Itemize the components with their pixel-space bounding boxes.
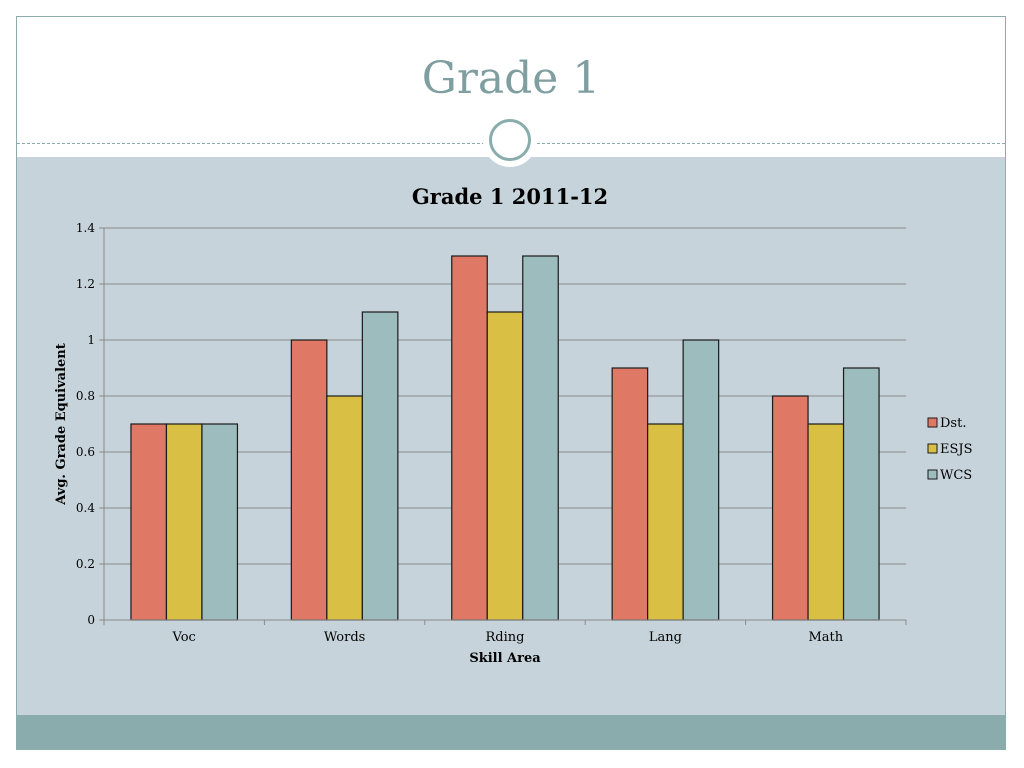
bar-wcs-lang	[682, 339, 720, 621]
y-tick-label: 0	[87, 613, 95, 627]
chart-title: Grade 1 2011-12	[412, 184, 608, 209]
y-tick-label: 1.2	[76, 277, 95, 291]
bar-dst-lang	[611, 367, 649, 621]
x-axis-label: Skill Area	[469, 651, 541, 666]
bar-wcs-rding	[522, 255, 559, 621]
bar-esjs-lang	[647, 423, 684, 621]
bar-esjs-math	[807, 423, 845, 621]
bar-dst-voc	[130, 423, 168, 621]
y-tick-label: 0.8	[76, 389, 95, 403]
y-tick-label: 0.2	[76, 557, 95, 571]
bar-esjs-voc	[165, 423, 203, 621]
footer-bar	[17, 715, 1005, 749]
legend-swatch	[927, 469, 938, 480]
slide-title: Grade 1	[421, 53, 601, 104]
bar-esjs-words	[326, 395, 363, 621]
bar-wcs-math	[842, 367, 880, 621]
y-tick-label: 0.6	[76, 445, 95, 459]
bar-esjs-rding	[486, 311, 524, 621]
legend-swatch	[927, 443, 938, 454]
x-tick-label: Voc	[172, 630, 196, 645]
bar-wcs-voc	[201, 423, 239, 621]
ring-ornament-icon	[483, 113, 537, 167]
legend-label: ESJS	[940, 442, 973, 457]
legend-swatch	[927, 417, 938, 428]
x-tick-label: Words	[324, 630, 366, 645]
legend-label: WCS	[940, 468, 972, 483]
legend-label: Dst.	[940, 416, 966, 431]
bar-dst-rding	[451, 255, 488, 621]
x-tick-label: Rding	[486, 630, 525, 645]
y-tick-label: 1	[87, 333, 95, 347]
y-tick-label: 0.4	[76, 501, 95, 515]
bar-dst-words	[290, 339, 328, 621]
x-tick-label: Lang	[649, 630, 682, 645]
y-tick-label: 1.4	[76, 221, 95, 235]
y-axis-label: Avg. Grade Equivalent	[54, 343, 69, 506]
bar-wcs-words	[361, 311, 399, 621]
bar-dst-math	[771, 395, 809, 621]
x-tick-label: Math	[808, 630, 843, 645]
